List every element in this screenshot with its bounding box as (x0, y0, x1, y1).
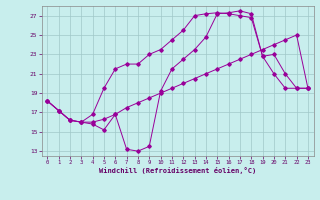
X-axis label: Windchill (Refroidissement éolien,°C): Windchill (Refroidissement éolien,°C) (99, 167, 256, 174)
